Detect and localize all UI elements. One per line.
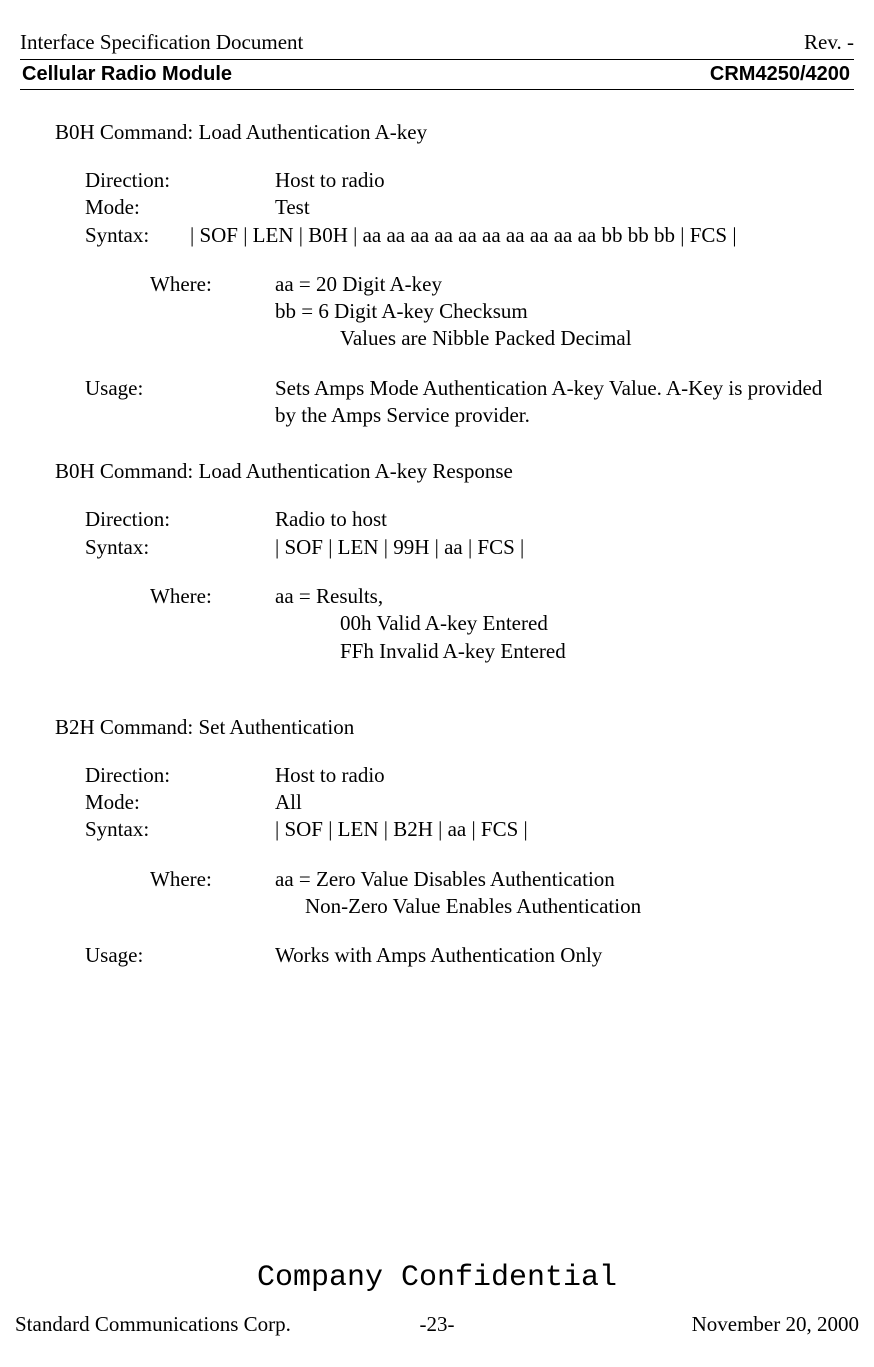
field-row: Direction: Host to radio bbox=[85, 762, 824, 789]
module-title: Cellular Radio Module bbox=[22, 63, 232, 86]
field-block-b2h-usage: Usage: Works with Amps Authentication On… bbox=[55, 942, 824, 969]
section-title-b2h: B2H Command: Set Authentication bbox=[55, 715, 824, 740]
syntax-value: | SOF | LEN | 99H | aa | FCS | bbox=[275, 534, 824, 561]
where-block-b0hresp: Where: aa = Results, 00h Valid A-key Ent… bbox=[55, 583, 824, 665]
confidential-notice: Company Confidential bbox=[0, 1261, 874, 1295]
field-row: Direction: Host to radio bbox=[85, 167, 824, 194]
revision: Rev. - bbox=[804, 30, 854, 55]
syntax-label: Syntax: bbox=[85, 816, 275, 843]
where-line-indented: 00h Valid A-key Entered bbox=[275, 610, 824, 637]
mode-value: All bbox=[275, 789, 824, 816]
section-b2h: B2H Command: Set Authentication Directio… bbox=[55, 715, 824, 970]
syntax-label: Syntax: bbox=[85, 222, 190, 249]
section-b0h: B0H Command: Load Authentication A-key D… bbox=[55, 120, 824, 429]
where-block-b0h: Where: aa = 20 Digit A-key bb = 6 Digit … bbox=[55, 271, 824, 353]
content: B0H Command: Load Authentication A-key D… bbox=[20, 90, 854, 970]
direction-label: Direction: bbox=[85, 762, 275, 789]
direction-value: Radio to host bbox=[275, 506, 824, 533]
field-block-b0h-top: Direction: Host to radio Mode: Test Synt… bbox=[55, 167, 824, 249]
footer-right: November 20, 2000 bbox=[692, 1312, 859, 1337]
usage-label: Usage: bbox=[85, 375, 275, 430]
field-block-b0hresp-top: Direction: Radio to host Syntax: | SOF |… bbox=[55, 506, 824, 561]
where-line-indented: Values are Nibble Packed Decimal bbox=[275, 325, 824, 352]
field-row: Syntax: | SOF | LEN | B0H | aa aa aa aa … bbox=[85, 222, 824, 249]
part-number: CRM4250/4200 bbox=[710, 63, 850, 86]
where-row: Where: aa = 20 Digit A-key bb = 6 Digit … bbox=[150, 271, 824, 353]
field-row: Syntax: | SOF | LEN | B2H | aa | FCS | bbox=[85, 816, 824, 843]
mode-value: Test bbox=[275, 194, 824, 221]
field-row: Usage: Works with Amps Authentication On… bbox=[85, 942, 824, 969]
where-line: bb = 6 Digit A-key Checksum bbox=[275, 298, 824, 325]
where-line-indented: Non-Zero Value Enables Authentication bbox=[275, 893, 824, 920]
field-row: Direction: Radio to host bbox=[85, 506, 824, 533]
where-label: Where: bbox=[150, 866, 275, 921]
where-block-b2h: Where: aa = Zero Value Disables Authenti… bbox=[55, 866, 824, 921]
field-row: Mode: Test bbox=[85, 194, 824, 221]
field-block-b2h-top: Direction: Host to radio Mode: All Synta… bbox=[55, 762, 824, 844]
where-line-indented: FFh Invalid A-key Entered bbox=[275, 638, 824, 665]
mode-label: Mode: bbox=[85, 194, 275, 221]
where-label: Where: bbox=[150, 583, 275, 665]
section-b0h-resp: B0H Command: Load Authentication A-key R… bbox=[55, 459, 824, 664]
header-sub: Cellular Radio Module CRM4250/4200 bbox=[20, 59, 854, 90]
field-row: Mode: All bbox=[85, 789, 824, 816]
where-line: aa = Results, bbox=[275, 583, 824, 610]
syntax-value: | SOF | LEN | B0H | aa aa aa aa aa aa aa… bbox=[190, 222, 824, 249]
syntax-label: Syntax: bbox=[85, 534, 275, 561]
section-title-b0h: B0H Command: Load Authentication A-key bbox=[55, 120, 824, 145]
direction-value: Host to radio bbox=[275, 762, 824, 789]
field-row: Usage: Sets Amps Mode Authentication A-k… bbox=[85, 375, 824, 430]
field-block-b0h-usage: Usage: Sets Amps Mode Authentication A-k… bbox=[55, 375, 824, 430]
usage-value: Sets Amps Mode Authentication A-key Valu… bbox=[275, 375, 824, 430]
where-value: aa = 20 Digit A-key bb = 6 Digit A-key C… bbox=[275, 271, 824, 353]
footer-left: Standard Communications Corp. bbox=[15, 1312, 291, 1337]
usage-label: Usage: bbox=[85, 942, 275, 969]
doc-title: Interface Specification Document bbox=[20, 30, 303, 55]
header-top: Interface Specification Document Rev. - bbox=[20, 30, 854, 55]
field-row: Syntax: | SOF | LEN | 99H | aa | FCS | bbox=[85, 534, 824, 561]
where-line: aa = 20 Digit A-key bbox=[275, 271, 824, 298]
where-row: Where: aa = Zero Value Disables Authenti… bbox=[150, 866, 824, 921]
footer-center: -23- bbox=[420, 1312, 455, 1337]
direction-label: Direction: bbox=[85, 167, 275, 194]
where-value: aa = Zero Value Disables Authentication … bbox=[275, 866, 824, 921]
syntax-value: | SOF | LEN | B2H | aa | FCS | bbox=[275, 816, 824, 843]
direction-value: Host to radio bbox=[275, 167, 824, 194]
section-title-b0h-resp: B0H Command: Load Authentication A-key R… bbox=[55, 459, 824, 484]
usage-value: Works with Amps Authentication Only bbox=[275, 942, 824, 969]
where-value: aa = Results, 00h Valid A-key Entered FF… bbox=[275, 583, 824, 665]
where-row: Where: aa = Results, 00h Valid A-key Ent… bbox=[150, 583, 824, 665]
footer: Standard Communications Corp. -23- Novem… bbox=[15, 1312, 859, 1337]
direction-label: Direction: bbox=[85, 506, 275, 533]
where-label: Where: bbox=[150, 271, 275, 353]
mode-label: Mode: bbox=[85, 789, 275, 816]
where-line: aa = Zero Value Disables Authentication bbox=[275, 866, 824, 893]
